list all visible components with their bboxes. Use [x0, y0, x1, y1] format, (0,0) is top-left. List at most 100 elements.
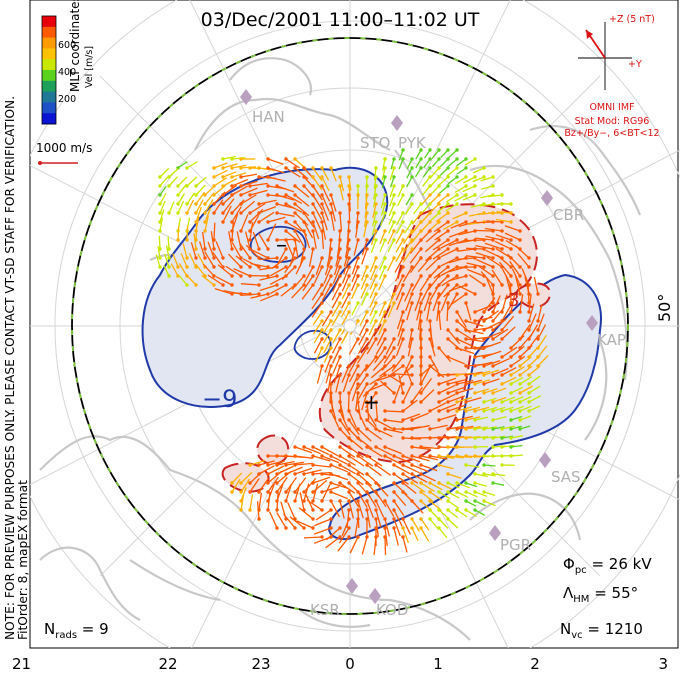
- velocity-vector: [488, 194, 503, 198]
- velocity-vector-origin: [392, 211, 396, 215]
- velocity-vector-origin: [293, 247, 297, 251]
- velocity-vector: [483, 369, 500, 376]
- velocity-vector: [483, 297, 496, 313]
- velocity-vector-origin: [392, 301, 396, 305]
- velocity-vector-origin: [455, 220, 459, 224]
- velocity-vector-origin: [158, 265, 162, 269]
- velocity-vector: [213, 191, 226, 205]
- velocity-vector-origin: [437, 256, 441, 260]
- velocity-vector-origin: [437, 184, 441, 188]
- velocity-vector-origin: [392, 454, 396, 458]
- velocity-vector-origin: [473, 364, 477, 368]
- velocity-vector-origin: [437, 346, 441, 350]
- velocity-vector: [368, 383, 386, 392]
- color-bar-swatch: [42, 70, 56, 82]
- velocity-vector: [438, 518, 449, 529]
- velocity-vector-origin: [401, 454, 405, 458]
- velocity-vector-origin: [464, 337, 468, 341]
- velocity-vector: [447, 176, 458, 185]
- velocity-vector-origin: [311, 220, 315, 224]
- velocity-vector-origin: [446, 157, 450, 161]
- velocity-vector-origin: [446, 391, 450, 395]
- velocity-vector: [384, 500, 395, 518]
- velocity-vector-origin: [419, 319, 423, 323]
- velocity-vector-origin: [212, 283, 216, 287]
- velocity-vector-origin: [437, 238, 441, 242]
- velocity-vector-origin: [248, 220, 252, 224]
- cross-polar-potential: Φpc = 26 kV: [563, 555, 652, 576]
- velocity-vector: [406, 176, 413, 188]
- velocity-vector-origin: [482, 346, 486, 350]
- velocity-vector-origin: [356, 490, 360, 494]
- velocity-vector: [259, 275, 278, 281]
- velocity-vector: [361, 248, 368, 265]
- velocity-vector: [159, 176, 169, 187]
- velocity-vector-origin: [302, 274, 306, 278]
- velocity-vector-origin: [500, 328, 504, 332]
- velocity-vector: [231, 199, 245, 214]
- velocity-vector-origin: [419, 247, 423, 251]
- velocity-vector: [348, 491, 360, 508]
- velocity-vector-origin: [482, 391, 486, 395]
- velocity-vector-origin: [491, 175, 495, 179]
- velocity-vector-origin: [437, 292, 441, 296]
- velocity-vector: [358, 329, 368, 346]
- velocity-vector-origin: [338, 229, 342, 233]
- velocity-vector-origin: [212, 175, 216, 179]
- velocity-vector-origin: [410, 220, 414, 224]
- velocity-vector-origin: [419, 157, 423, 161]
- velocity-vector-origin: [266, 274, 270, 278]
- velocity-vector-origin: [365, 409, 369, 413]
- color-bar-swatch: [42, 26, 56, 38]
- velocity-vector-origin: [239, 265, 243, 269]
- velocity-vector-origin: [365, 319, 369, 323]
- velocity-vector-origin: [446, 184, 450, 188]
- velocity-vector: [411, 527, 419, 542]
- velocity-vector: [359, 311, 368, 326]
- velocity-vector-origin: [374, 391, 378, 395]
- pole-marker: [343, 319, 357, 333]
- velocity-vector-origin: [329, 346, 333, 350]
- mlt-tick-21: 21: [12, 655, 31, 673]
- velocity-vector: [456, 482, 471, 489]
- velocity-vector-origin: [518, 400, 522, 404]
- velocity-vector-origin: [464, 229, 468, 233]
- velocity-vector: [393, 491, 407, 507]
- velocity-vector: [311, 302, 323, 318]
- velocity-vector: [240, 478, 251, 493]
- velocity-vector-origin: [329, 373, 333, 377]
- velocity-vector-origin: [275, 292, 279, 296]
- velocity-vector: [163, 253, 170, 268]
- velocity-vector: [231, 172, 247, 178]
- velocity-vector: [420, 527, 430, 542]
- velocity-vector-origin: [320, 337, 324, 341]
- velocity-vector-origin: [167, 211, 171, 215]
- velocity-vector-origin: [428, 355, 432, 359]
- velocity-vector-origin: [176, 184, 180, 188]
- velocity-vector: [501, 406, 514, 412]
- velocity-vector: [231, 164, 247, 169]
- velocity-vector: [331, 311, 341, 326]
- velocity-vector-origin: [374, 463, 378, 467]
- velocity-vector: [391, 356, 404, 372]
- stat-model-label: Stat Mod: RG96: [575, 116, 650, 127]
- velocity-vector: [501, 396, 516, 403]
- velocity-vector: [294, 203, 310, 217]
- velocity-vector-origin: [473, 499, 477, 503]
- velocity-vector: [465, 464, 480, 468]
- velocity-vector-origin: [392, 490, 396, 494]
- velocity-vector: [269, 275, 287, 285]
- velocity-vector: [474, 473, 488, 478]
- velocity-vector-origin: [491, 454, 495, 458]
- velocity-vector-origin: [464, 436, 468, 440]
- velocity-vector-origin: [338, 535, 342, 539]
- velocity-vector: [249, 208, 264, 223]
- velocity-vector: [341, 518, 350, 536]
- velocity-vector-origin: [455, 202, 459, 206]
- velocity-vector: [222, 205, 232, 223]
- velocity-vector: [492, 317, 508, 331]
- mlt-tick-22: 22: [158, 655, 177, 673]
- velocity-vector-origin: [320, 202, 324, 206]
- velocity-vector: [474, 426, 488, 430]
- velocity-vector-origin: [401, 328, 405, 332]
